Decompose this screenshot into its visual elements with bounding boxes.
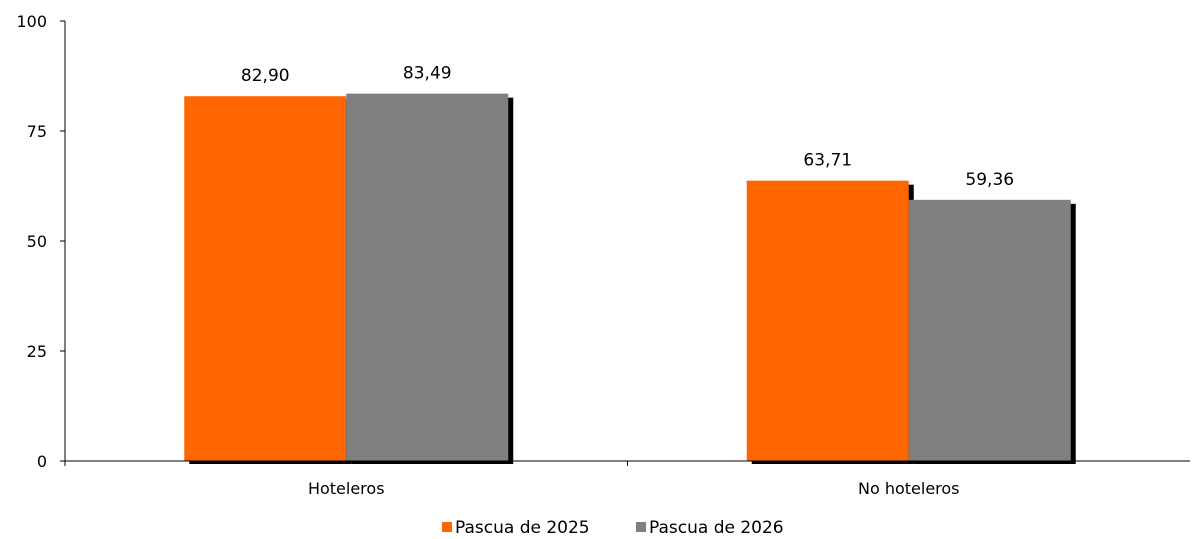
legend: Pascua de 2025 Pascua de 2026 [442, 518, 784, 538]
axes [60, 21, 1190, 466]
legend-swatch [442, 522, 452, 532]
legend-swatch [636, 522, 646, 532]
legend-label: Pascua de 2026 [649, 518, 784, 538]
bar [346, 93, 509, 462]
bars [184, 93, 1076, 465]
x-category-label: Hoteleros [308, 479, 385, 498]
y-tick-label: 75 [27, 122, 47, 141]
bar-value-label: 59,36 [965, 170, 1014, 190]
data-labels: 82,90 83,49 63,71 59,36 [241, 64, 1014, 190]
y-tick-label: 0 [37, 452, 47, 471]
bar [746, 180, 909, 461]
bar-value-label: 63,71 [803, 151, 852, 171]
y-tick-label: 25 [27, 342, 47, 361]
x-category-label: No hoteleros [858, 479, 960, 498]
legend-label: Pascua de 2025 [455, 518, 590, 538]
bar [184, 96, 347, 462]
y-tick-label: 100 [16, 12, 47, 31]
y-ticks: 0 25 50 75 100 [16, 12, 65, 471]
y-tick-label: 50 [27, 232, 47, 251]
bar-value-label: 83,49 [403, 64, 452, 84]
bar-value-label: 82,90 [241, 66, 290, 86]
x-ticks: Hoteleros No hoteleros [308, 461, 960, 498]
bar [908, 199, 1071, 462]
